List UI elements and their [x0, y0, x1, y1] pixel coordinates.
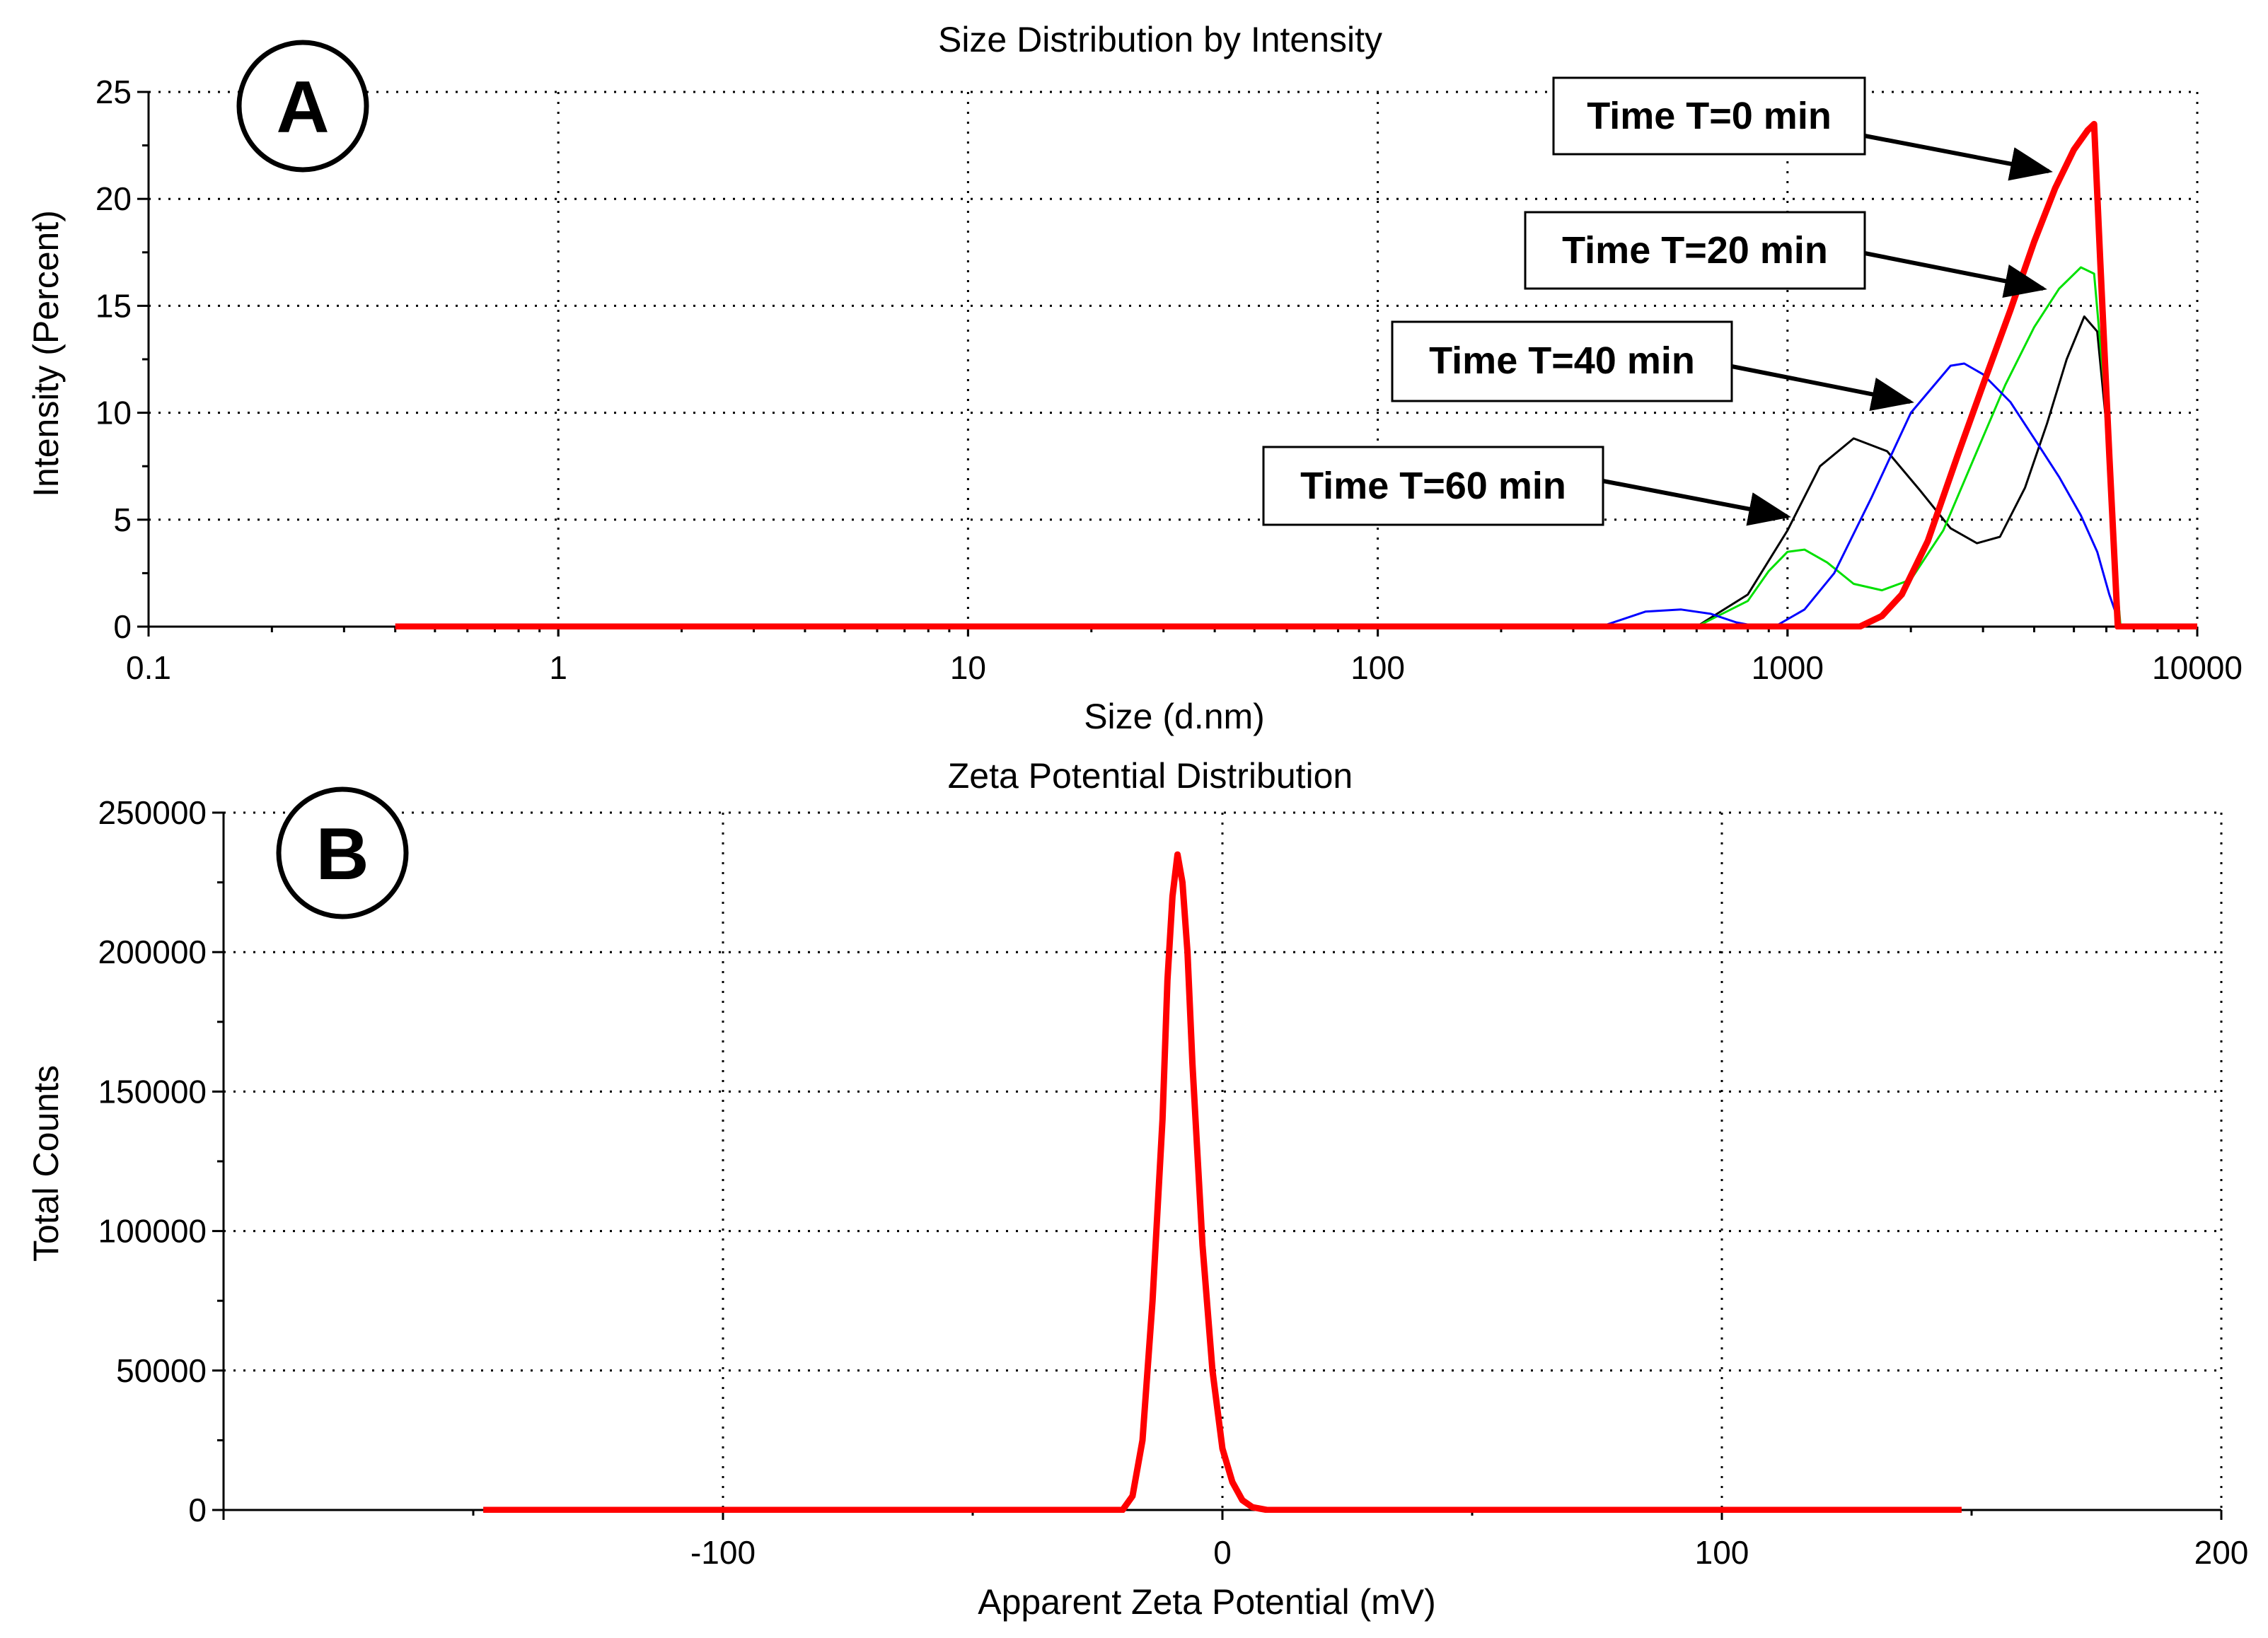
annotation-t40: Time T=40 min — [1391, 320, 1914, 412]
chart-a-y-tick-label: 20 — [96, 180, 132, 217]
chart-a-series — [395, 120, 2197, 629]
chart-a-x-tick-label: 0.1 — [126, 649, 171, 686]
annotation-t60-label: Time T=60 min — [1300, 465, 1566, 507]
annotation-t60-arrow — [1602, 479, 1791, 526]
annotation-t0: Time T=0 min — [1552, 76, 2053, 181]
chart-a-y-tick-label: 0 — [113, 608, 132, 645]
panel-a-label: A — [276, 66, 329, 149]
chart-b-x-tick-label: -100 — [690, 1534, 756, 1571]
chart-b-x-tick-label: 200 — [2194, 1534, 2249, 1571]
chart-b-y-tick-label: 100000 — [98, 1213, 207, 1250]
chart-a-x-tick-label: 1 — [549, 649, 567, 686]
annotation-t20-arrow — [1864, 251, 2047, 298]
series-line-t0 — [395, 120, 2197, 629]
chart-b-y-tick-label: 200000 — [98, 934, 207, 970]
chart-b-x-tick-label: 100 — [1695, 1534, 1749, 1571]
series-line-t60 — [395, 315, 2197, 628]
chart-a-x-tick-label: 10 — [950, 649, 986, 686]
series-line-zeta — [483, 851, 1962, 1513]
chart-a-y-axis-label: Intensity (Percent) — [26, 210, 66, 497]
annotation-t20-box — [1524, 211, 1866, 290]
chart-b-y-tick-label: 250000 — [98, 794, 207, 831]
chart-a-title: Size Distribution by Intensity — [938, 20, 1382, 59]
chart-a-x-tick-label: 100 — [1350, 649, 1405, 686]
chart-b-title: Zeta Potential Distribution — [948, 756, 1353, 796]
chart-b-y-tick-label: 0 — [188, 1492, 207, 1528]
chart-b-series — [483, 851, 1962, 1513]
panel-b-badge — [276, 786, 409, 919]
chart-a-x-ticks: 0.1 1 10 100 1000 10000 — [126, 649, 2243, 686]
annotation-t60: Time T=60 min — [1262, 446, 1791, 526]
annotation-t0-arrow — [1864, 134, 2053, 181]
annotation-t40-arrow — [1731, 364, 1914, 412]
chart-b-y-ticks: 0 50000 100000 150000 200000 250000 — [98, 794, 207, 1528]
chart-b-x-ticks: -100 0 100 200 — [690, 1534, 2248, 1571]
series-line-t40 — [395, 362, 2197, 628]
chart-a-y-ticks: 0 5 10 15 20 25 — [96, 74, 132, 645]
chart-b-x-tick-label: 0 — [1213, 1534, 1232, 1571]
annotation-t20-label: Time T=20 min — [1562, 229, 1828, 272]
chart-b-grid — [224, 811, 2223, 1510]
chart-a-y-tick-label: 5 — [113, 501, 132, 538]
chart-b-x-axis-label: Apparent Zeta Potential (mV) — [978, 1582, 1436, 1622]
panel-a-badge — [236, 40, 369, 173]
chart-a-x-tick-label: 1000 — [1752, 649, 1824, 686]
annotation-t0-box — [1552, 76, 1866, 156]
chart-b-y-axis-label: Total Counts — [26, 1065, 66, 1262]
chart-a-y-tick-label: 25 — [96, 74, 132, 110]
chart-b-y-tick-label: 150000 — [98, 1073, 207, 1110]
chart-a-grid — [149, 91, 2199, 627]
annotation-t0-label: Time T=0 min — [1587, 95, 1832, 137]
chart-b-y-tick-label: 50000 — [116, 1352, 207, 1389]
panel-b-label: B — [316, 813, 369, 895]
annotation-t20: Time T=20 min — [1524, 211, 2047, 298]
annotation-t40-label: Time T=40 min — [1429, 339, 1695, 382]
annotation-t60-box — [1262, 446, 1604, 526]
chart-a-y-tick-label: 10 — [96, 395, 132, 431]
chart-a-x-tick-label: 10000 — [2152, 649, 2243, 686]
chart-b: Zeta Potential Distribution -100 0 100 2… — [26, 756, 2248, 1622]
chart-a-axes — [137, 91, 2199, 637]
chart-a: Size Distribution by Intensity 0.1 1 10 … — [26, 20, 2243, 736]
annotation-t40-box — [1391, 320, 1733, 402]
chart-a-y-tick-label: 15 — [96, 287, 132, 324]
chart-a-x-axis-label: Size (d.nm) — [1084, 697, 1265, 736]
